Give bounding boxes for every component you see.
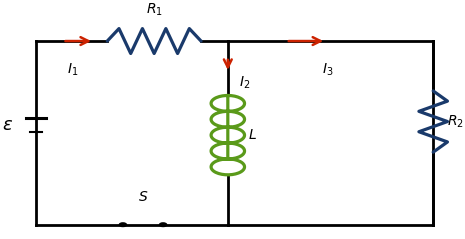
Text: $I_2$: $I_2$ xyxy=(239,75,250,92)
Text: $R_1$: $R_1$ xyxy=(146,2,163,18)
Text: $I_1$: $I_1$ xyxy=(67,61,79,78)
Text: $\varepsilon$: $\varepsilon$ xyxy=(2,116,13,134)
Circle shape xyxy=(159,223,166,227)
Text: $I_3$: $I_3$ xyxy=(322,61,333,78)
Text: $L$: $L$ xyxy=(248,128,257,142)
Text: $R_2$: $R_2$ xyxy=(446,113,464,130)
Circle shape xyxy=(120,223,126,227)
Text: $S$: $S$ xyxy=(138,190,148,204)
